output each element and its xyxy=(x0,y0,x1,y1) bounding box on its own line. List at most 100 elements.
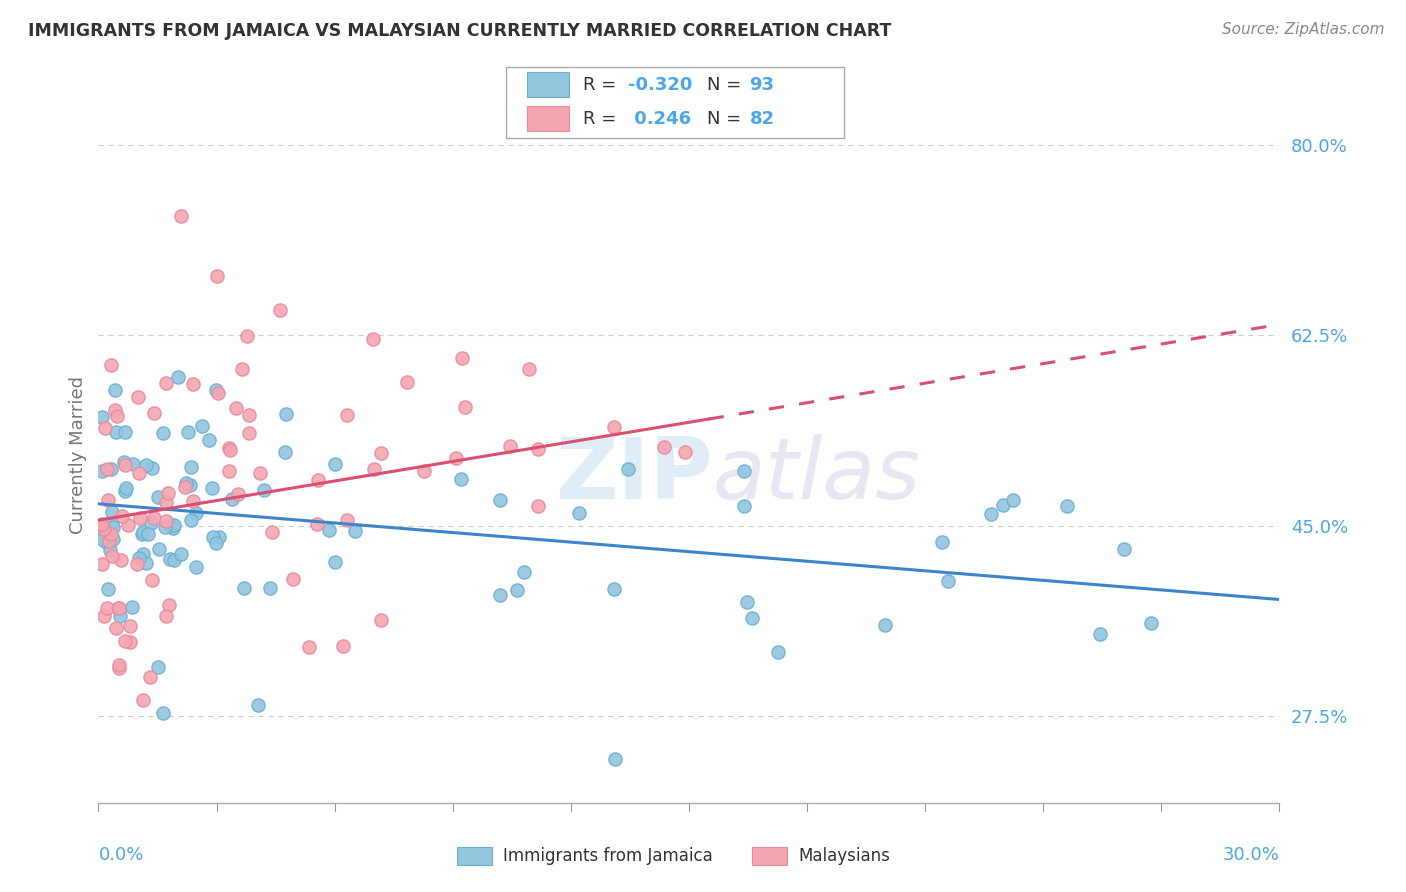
Text: 0.246: 0.246 xyxy=(628,110,692,128)
Point xyxy=(201,481,224,495)
Point xyxy=(101,505,124,519)
Point xyxy=(323,555,346,569)
Point xyxy=(108,600,131,615)
Point xyxy=(91,516,114,531)
Point xyxy=(170,209,193,223)
Point xyxy=(112,455,135,469)
Point xyxy=(281,572,304,586)
Point xyxy=(160,519,183,533)
Point xyxy=(413,464,436,478)
Point xyxy=(1140,616,1163,631)
Point xyxy=(205,536,228,550)
Point xyxy=(108,657,131,672)
Point xyxy=(451,351,474,365)
Point xyxy=(118,635,141,649)
Point xyxy=(132,547,155,561)
Text: 30.0%: 30.0% xyxy=(1223,847,1279,864)
Point xyxy=(93,609,115,624)
Point xyxy=(363,461,385,475)
Point xyxy=(305,516,328,531)
Point xyxy=(370,446,392,460)
Point xyxy=(1088,627,1111,641)
Point xyxy=(155,495,177,509)
Point xyxy=(179,478,201,492)
Point xyxy=(94,525,117,540)
Point xyxy=(114,483,136,498)
Point xyxy=(104,425,127,439)
Point xyxy=(274,444,297,458)
Point xyxy=(198,433,221,447)
Point xyxy=(163,553,186,567)
Point xyxy=(181,494,204,508)
Text: N =: N = xyxy=(707,76,747,94)
Point xyxy=(489,492,512,507)
Point xyxy=(993,498,1015,512)
Point xyxy=(152,426,174,441)
Point xyxy=(186,506,208,520)
Point xyxy=(96,601,118,615)
Point xyxy=(108,608,131,623)
Point xyxy=(146,660,169,674)
Point xyxy=(128,550,150,565)
Point xyxy=(100,358,122,372)
Point xyxy=(141,460,163,475)
Point xyxy=(617,461,640,475)
Point xyxy=(104,402,127,417)
Point xyxy=(97,493,120,508)
Point xyxy=(873,618,896,632)
Point xyxy=(318,524,340,538)
Point xyxy=(253,483,276,497)
Point xyxy=(105,621,128,635)
Point xyxy=(180,514,202,528)
Point xyxy=(652,440,675,454)
Point xyxy=(444,450,467,465)
Point xyxy=(260,524,283,539)
Point xyxy=(931,534,953,549)
Point xyxy=(107,601,129,615)
Point xyxy=(735,594,758,608)
Point xyxy=(91,464,114,478)
Point xyxy=(249,466,271,480)
Point xyxy=(605,752,627,766)
Text: -0.320: -0.320 xyxy=(628,76,693,94)
Point xyxy=(238,408,260,422)
Point xyxy=(132,692,155,706)
Point xyxy=(129,511,152,525)
Point xyxy=(91,519,114,533)
Point xyxy=(114,634,136,648)
Point xyxy=(118,619,141,633)
Point xyxy=(98,542,121,557)
Text: Malaysians: Malaysians xyxy=(799,847,890,865)
Point xyxy=(104,384,127,398)
Point xyxy=(121,599,143,614)
Point xyxy=(454,401,477,415)
Point xyxy=(135,556,157,570)
Text: ZIP: ZIP xyxy=(555,434,713,517)
Point xyxy=(499,439,522,453)
Text: R =: R = xyxy=(583,110,623,128)
Point xyxy=(141,573,163,587)
Point xyxy=(170,547,193,561)
Point xyxy=(343,524,366,539)
Point xyxy=(93,421,115,435)
Point xyxy=(117,518,139,533)
Point xyxy=(527,442,550,457)
Text: 82: 82 xyxy=(749,110,775,128)
Text: R =: R = xyxy=(583,76,623,94)
Point xyxy=(184,560,207,574)
Point xyxy=(100,527,122,541)
Point xyxy=(370,613,392,627)
Point xyxy=(450,472,472,486)
Point xyxy=(135,458,157,472)
Point xyxy=(97,582,120,596)
Point xyxy=(96,535,118,549)
Point xyxy=(155,376,177,390)
Point xyxy=(100,462,122,476)
Point xyxy=(231,361,253,376)
Point xyxy=(162,517,184,532)
Point xyxy=(506,582,529,597)
Point xyxy=(218,441,240,455)
Point xyxy=(361,332,384,346)
Point xyxy=(208,530,231,544)
Point xyxy=(336,409,359,423)
